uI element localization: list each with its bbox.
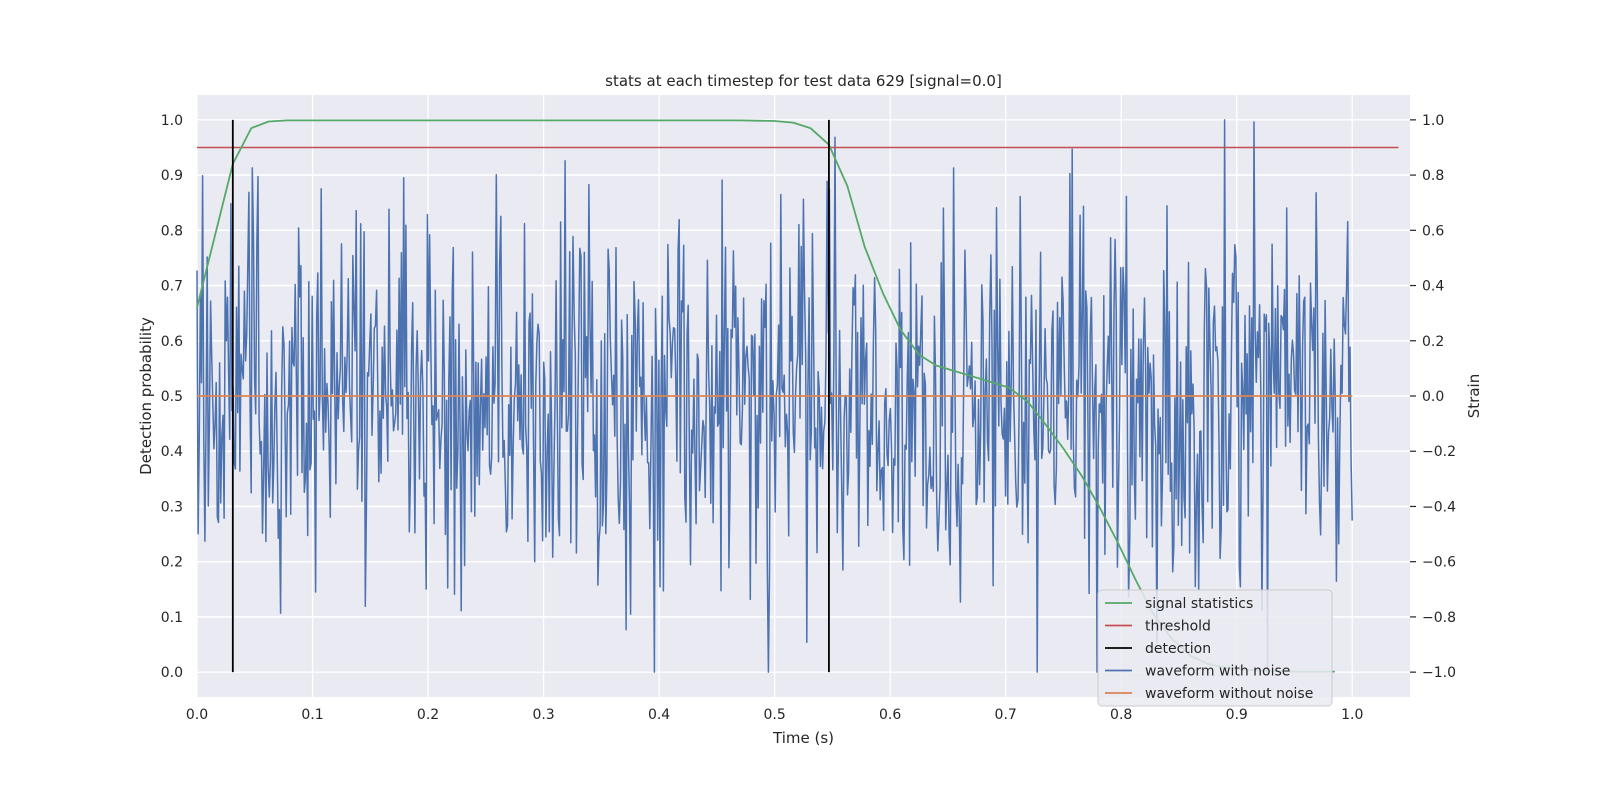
legend: signal statistics threshold detection wavef… [1097, 589, 1333, 707]
x-axis-label: Time (s) [772, 729, 834, 747]
y-tick-label-left: 0.2 [161, 555, 183, 571]
y-tick-label-left: 0.9 [161, 168, 183, 184]
legend-label: detection [1145, 641, 1211, 657]
y-tick-label-right: 0.2 [1422, 334, 1444, 350]
y-tick-label-right: 0.6 [1422, 223, 1444, 239]
x-tick-label: 0.1 [301, 707, 323, 723]
y-tick-label-right: −0.6 [1422, 555, 1456, 571]
y-tick-label-left: 0.1 [161, 610, 183, 626]
y-tick-label-right: −0.4 [1422, 499, 1456, 515]
legend-label: waveform without noise [1145, 686, 1313, 702]
x-tick-label: 0.8 [1110, 707, 1132, 723]
legend-label: signal statistics [1145, 596, 1253, 612]
chart-title: stats at each timestep for test data 629… [605, 72, 1002, 90]
x-tick-label: 0.4 [648, 707, 670, 723]
y-tick-label-left: 0.3 [161, 499, 183, 515]
legend-label: waveform with noise [1145, 664, 1290, 680]
y-tick-label-left: 0.0 [161, 665, 183, 681]
x-tick-label: 0.0 [186, 707, 208, 723]
x-tick-label: 0.7 [995, 707, 1017, 723]
legend-label: threshold [1145, 619, 1211, 635]
y-tick-label-right: 0.0 [1422, 389, 1444, 405]
x-tick-label: 0.3 [532, 707, 554, 723]
y-tick-label-right: −1.0 [1422, 665, 1456, 681]
series-waveform-with-noise [196, 119, 1353, 673]
y-tick-label-right: 0.8 [1422, 168, 1444, 184]
y-tick-label-left: 0.5 [161, 389, 183, 405]
y-tick-label-right: −0.8 [1422, 610, 1456, 626]
x-tick-label: 0.9 [1226, 707, 1248, 723]
y-tick-label-left: 0.6 [161, 334, 183, 350]
x-tick-label: 0.5 [763, 707, 785, 723]
y-tick-label-left: 1.0 [161, 113, 183, 129]
axis-ticks: 0.0 0.1 0.2 0.3 0.4 0.5 0.6 0.7 0.8 0.9 1.0 0.0 0.1 0… [161, 113, 1456, 723]
y-tick-label-right: 0.4 [1422, 279, 1444, 295]
x-tick-label: 0.2 [417, 707, 439, 723]
y-tick-label-right: −0.2 [1422, 444, 1456, 460]
y-tick-label-left: 0.8 [161, 223, 183, 239]
y-tick-label-left: 0.4 [161, 444, 183, 460]
y-tick-label-right: 1.0 [1422, 113, 1444, 129]
y-axis-label-left: Detection probability [137, 317, 155, 475]
y-axis-label-right: Strain [1465, 374, 1483, 418]
legend-box [1097, 589, 1333, 707]
y-tick-label-left: 0.7 [161, 279, 183, 295]
x-tick-label: 1.0 [1341, 707, 1363, 723]
x-tick-label: 0.6 [879, 707, 901, 723]
